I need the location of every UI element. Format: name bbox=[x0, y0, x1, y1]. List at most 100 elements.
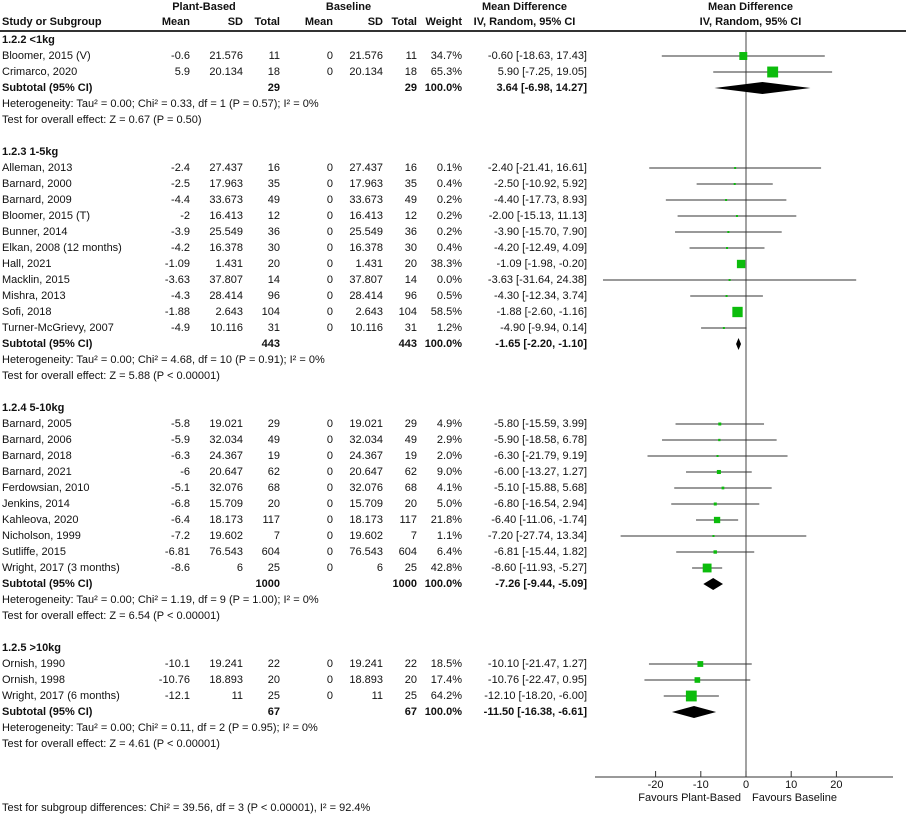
weight: 0.4% bbox=[436, 178, 462, 190]
study-name: Sofi, 2018 bbox=[2, 306, 52, 318]
subtotal-label: Subtotal (95% CI) bbox=[2, 578, 93, 590]
pb-total: 30 bbox=[267, 242, 280, 254]
bl-mean bbox=[280, 704, 333, 720]
bl-sd: 20.647 bbox=[349, 466, 383, 478]
bl-total: 443 bbox=[398, 338, 417, 350]
bl-sd: 37.807 bbox=[349, 274, 383, 286]
study-name: Ferdowsian, 2010 bbox=[2, 482, 90, 494]
pb-mean: -7.2 bbox=[171, 530, 190, 542]
pb-total: 18 bbox=[267, 66, 280, 78]
bl-total: 604 bbox=[398, 546, 417, 558]
weight: 0.4% bbox=[436, 242, 462, 254]
pb-mean: -4.4 bbox=[171, 194, 190, 206]
subtotal-label: Subtotal (95% CI) bbox=[2, 82, 93, 94]
study-name: Jenkins, 2014 bbox=[2, 498, 70, 510]
weight: 1.1% bbox=[436, 530, 462, 542]
study-name: Sutliffe, 2015 bbox=[2, 546, 67, 558]
bl-sd: 2.643 bbox=[355, 306, 383, 318]
overall-effect-text: Test for overall effect: Z = 0.67 (P = 0… bbox=[2, 114, 202, 126]
study-name: Bunner, 2014 bbox=[2, 226, 68, 238]
md-ci-text: -10.76 [-22.47, 0.95] bbox=[487, 674, 587, 686]
overall-effect-text-row: Test for overall effect: Z = 4.61 (P < 0… bbox=[0, 736, 906, 752]
pb-mean: 5.9 bbox=[174, 66, 190, 78]
subtotal-row: Subtotal (95% CI) 29 29 100.0% 3.64 [-6.98, … bbox=[0, 80, 906, 96]
pb-total: 20 bbox=[267, 498, 280, 510]
pb-sd-column-header: SD bbox=[227, 16, 243, 28]
bl-mean: 0 bbox=[326, 178, 333, 190]
subtotal-row: Subtotal (95% CI) 1000 1000 100.0% -7.26 [-9… bbox=[0, 576, 906, 592]
pb-mean bbox=[128, 80, 190, 96]
pb-sd: 24.367 bbox=[209, 450, 243, 462]
weight: 0.2% bbox=[436, 194, 462, 206]
study-row: Ferdowsian, 2010 -5.1 32.076 68 0 32.076 68 4.1… bbox=[0, 480, 906, 496]
bl-sd: 28.414 bbox=[349, 290, 383, 302]
heterogeneity-text: Heterogeneity: Tau² = 0.00; Chi² = 0.11,… bbox=[2, 722, 318, 734]
bl-sd: 32.034 bbox=[349, 434, 383, 446]
pb-sd bbox=[190, 336, 243, 352]
md-ci-text: -4.40 [-17.73, 8.93] bbox=[494, 194, 587, 206]
weight: 2.9% bbox=[436, 434, 462, 446]
md-ci-text: -5.80 [-15.59, 3.99] bbox=[494, 418, 587, 430]
bl-mean: 0 bbox=[326, 258, 333, 270]
spacer-row bbox=[0, 624, 906, 640]
bl-sd bbox=[333, 80, 383, 96]
bl-total: 30 bbox=[404, 242, 417, 254]
bl-sd bbox=[333, 704, 383, 720]
md-ci-text: -1.09 [-1.98, -0.20] bbox=[496, 258, 588, 270]
bl-mean: 0 bbox=[326, 674, 333, 686]
pb-total: 29 bbox=[267, 82, 280, 94]
bl-total: 20 bbox=[404, 498, 417, 510]
weight: 38.3% bbox=[430, 258, 462, 270]
pb-mean-column-header: Mean bbox=[161, 16, 190, 28]
pb-total: 49 bbox=[267, 194, 280, 206]
pb-sd: 32.076 bbox=[209, 482, 243, 494]
pb-total: 20 bbox=[267, 258, 280, 270]
bl-total: 12 bbox=[404, 210, 417, 222]
pb-mean: -10.76 bbox=[158, 674, 190, 686]
subtotal-row: Subtotal (95% CI) 67 67 100.0% -11.50 [-16.3… bbox=[0, 704, 906, 720]
weight: 0.5% bbox=[436, 290, 462, 302]
pb-total: 96 bbox=[267, 290, 280, 302]
study-row: Mishra, 2013 -4.3 28.414 96 0 28.414 96 0.5% -4.… bbox=[0, 288, 906, 304]
study-name: Barnard, 2009 bbox=[2, 194, 72, 206]
study-name: Elkan, 2008 (12 months) bbox=[2, 242, 122, 254]
bl-mean: 0 bbox=[326, 466, 333, 478]
pb-sd: 33.673 bbox=[209, 194, 243, 206]
weight: 17.4% bbox=[430, 674, 462, 686]
pb-mean: -5.8 bbox=[171, 418, 190, 430]
bl-sd: 10.116 bbox=[350, 322, 383, 334]
pb-mean bbox=[128, 576, 190, 592]
pb-mean: -3.9 bbox=[171, 226, 190, 238]
weight: 0.1% bbox=[436, 162, 462, 174]
bl-mean: 0 bbox=[326, 290, 333, 302]
pb-total: 62 bbox=[267, 466, 280, 478]
bl-mean: 0 bbox=[326, 210, 333, 222]
pb-mean: -1.09 bbox=[164, 258, 190, 270]
weight: 100.0% bbox=[424, 578, 462, 590]
pb-sd: 28.414 bbox=[209, 290, 243, 302]
heterogeneity-text-row: Heterogeneity: Tau² = 0.00; Chi² = 1.19,… bbox=[0, 592, 906, 608]
pb-sd: 19.241 bbox=[209, 658, 243, 670]
bl-sd: 1.431 bbox=[355, 258, 383, 270]
pb-total: 104 bbox=[261, 306, 280, 318]
header-line-2: Study or Subgroup Mean SD Total Mean SD … bbox=[0, 15, 906, 30]
bl-total: 96 bbox=[404, 290, 417, 302]
bl-total: 36 bbox=[404, 226, 417, 238]
weight: 5.0% bbox=[436, 498, 462, 510]
overall-effect-text: Test for overall effect: Z = 4.61 (P < 0… bbox=[2, 738, 220, 750]
pb-mean: -4.9 bbox=[171, 322, 190, 334]
md-ci-text: -2.50 [-10.92, 5.92] bbox=[494, 178, 587, 190]
md-ci-text: -7.26 [-9.44, -5.09] bbox=[495, 578, 587, 590]
pb-sd: 18.893 bbox=[209, 674, 243, 686]
md-ci-text: -4.30 [-12.34, 3.74] bbox=[494, 290, 587, 302]
bl-sd: 33.673 bbox=[349, 194, 383, 206]
bl-mean: 0 bbox=[326, 226, 333, 238]
heterogeneity-text-row: Heterogeneity: Tau² = 0.00; Chi² = 0.33,… bbox=[0, 96, 906, 112]
study-name: Ornish, 1998 bbox=[2, 674, 65, 686]
pb-mean: -4.2 bbox=[171, 242, 190, 254]
bl-total: 31 bbox=[404, 322, 417, 334]
pb-sd bbox=[190, 80, 243, 96]
study-name: Barnard, 2005 bbox=[2, 418, 72, 430]
bl-mean: 0 bbox=[326, 530, 333, 542]
pb-total: 35 bbox=[267, 178, 280, 190]
